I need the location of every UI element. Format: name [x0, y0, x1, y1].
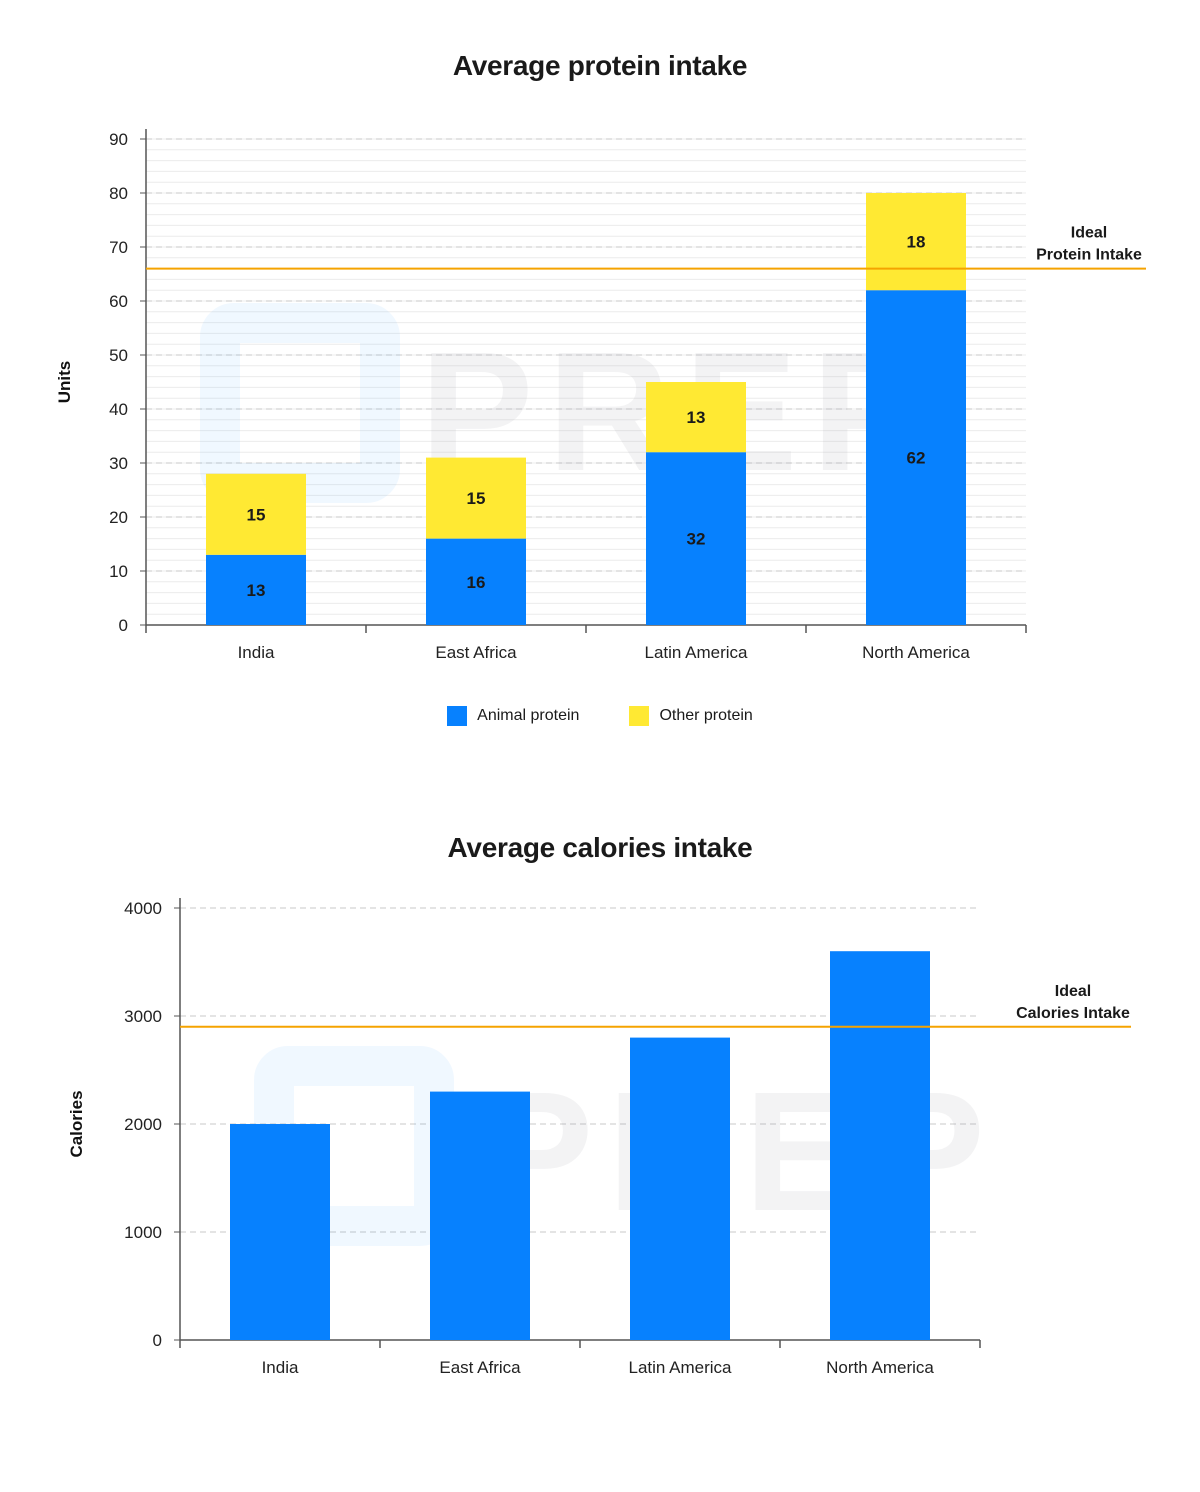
bar-segment	[206, 554, 306, 625]
x-tick-label: India	[262, 1358, 299, 1377]
y-tick-label: 20	[109, 508, 128, 527]
y-tick-label: 3000	[124, 1007, 162, 1026]
y-axis-label: Calories	[67, 1090, 86, 1157]
legend: Animal protein Other protein	[0, 706, 1200, 726]
ideal-label-line2: Protein Intake	[1036, 247, 1142, 264]
x-tick-label: Latin America	[629, 1358, 733, 1377]
legend-item-animal-protein[interactable]: Animal protein	[447, 706, 579, 726]
calories-chart: Average calories intake 0 1000 2000 3000 400…	[0, 800, 1200, 1420]
x-tick-label: India	[238, 643, 275, 662]
x-tick-label: East Africa	[439, 1358, 521, 1377]
data-label: 15	[247, 505, 266, 524]
bar-segment	[646, 452, 746, 625]
y-tick-label: 50	[109, 346, 128, 365]
legend-item-other-protein[interactable]: Other protein	[629, 706, 753, 726]
data-label: 62	[907, 449, 926, 468]
bar-segment	[430, 1091, 530, 1340]
legend-swatch-animal	[447, 706, 468, 726]
bar-segment	[866, 193, 966, 291]
protein-chart: Average protein intake 0 10 20 30 40 50 60 70 80…	[0, 50, 1200, 726]
bar-segment	[646, 382, 746, 453]
bar-segment	[630, 1037, 730, 1340]
y-tick-label: 2000	[124, 1115, 162, 1134]
bar-segment	[866, 290, 966, 625]
bar-segment	[230, 1124, 330, 1340]
x-tick-label: East Africa	[435, 643, 517, 662]
y-tick-label: 4000	[124, 899, 162, 918]
y-tick-label: 90	[109, 130, 128, 149]
data-label: 13	[687, 408, 706, 427]
data-label: 18	[907, 233, 926, 252]
bar-segment	[206, 473, 306, 555]
legend-label-animal: Animal protein	[477, 707, 580, 724]
legend-label-other: Other protein	[659, 707, 753, 724]
bar-segment	[426, 538, 526, 625]
x-tick-label: North America	[862, 643, 970, 662]
y-tick-label: 60	[109, 292, 128, 311]
y-tick-label: 30	[109, 454, 128, 473]
watermark-logo	[200, 303, 400, 503]
data-label: 13	[247, 581, 266, 600]
x-tick-label: North America	[826, 1358, 934, 1377]
bar-segment	[426, 457, 526, 539]
x-tick-label: Latin America	[645, 643, 749, 662]
y-tick-label: 10	[109, 562, 128, 581]
chart-title: Average calories intake	[447, 832, 753, 863]
y-tick-label: 40	[109, 400, 128, 419]
ideal-label-line1: Ideal	[1055, 983, 1091, 1000]
data-label: 15	[467, 489, 486, 508]
bar-segment	[830, 951, 930, 1340]
y-tick-label: 70	[109, 238, 128, 257]
y-tick-label: 80	[109, 184, 128, 203]
chart-title: Average protein intake	[452, 50, 748, 81]
ideal-label-line1: Ideal	[1071, 225, 1107, 242]
legend-swatch-other	[629, 706, 650, 726]
y-tick-label: 1000	[124, 1223, 162, 1242]
y-tick-label: 0	[153, 1331, 162, 1350]
ideal-label-line2: Calories Intake	[1016, 1005, 1130, 1022]
protein-chart-svg: 0102030405060708090PREPUnitsIndia1315Eas…	[55, 129, 1146, 662]
data-label: 32	[687, 530, 706, 549]
y-tick-label: 0	[119, 616, 128, 635]
y-axis-label: Units	[55, 361, 74, 404]
data-label: 16	[467, 573, 486, 592]
